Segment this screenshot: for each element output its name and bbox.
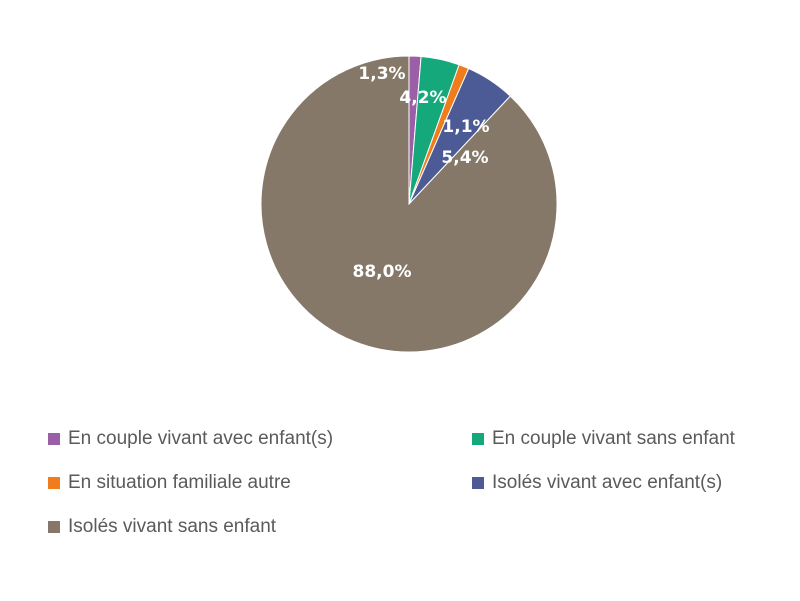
- data-label-couple-sans-enfant: 4,2%: [399, 88, 446, 108]
- legend-item-couple-sans-enfant: En couple vivant sans enfant: [472, 428, 735, 450]
- legend-swatch: [48, 477, 60, 489]
- pie-slice-isoles-sans-enfant: [260, 55, 558, 353]
- data-label-couple-avec-enfants: 1,3%: [358, 64, 405, 84]
- pie-slices: [260, 55, 558, 353]
- legend-swatch: [472, 477, 484, 489]
- legend-item-isoles-avec-enfants: Isolés vivant avec enfant(s): [472, 472, 722, 494]
- pie-labels: 1,3% 4,2% 1,1% 5,4% 88,0%: [353, 64, 490, 282]
- legend-swatch: [48, 521, 60, 533]
- data-label-isoles-sans-enfant: 88,0%: [353, 262, 412, 282]
- legend-label: Isolés vivant avec enfant(s): [492, 472, 723, 493]
- legend-label: En couple vivant sans enfant: [492, 428, 735, 449]
- legend-item-couple-avec-enfants: En couple vivant avec enfant(s): [48, 428, 333, 450]
- data-label-situation-autre: 1,1%: [442, 117, 489, 137]
- legend-label: En situation familiale autre: [68, 472, 291, 493]
- legend-label: Isolés vivant sans enfant: [68, 516, 277, 537]
- legend-swatch: [472, 433, 484, 445]
- data-label-isoles-avec-enfants: 5,4%: [441, 148, 488, 168]
- legend-swatch: [48, 433, 60, 445]
- legend-item-situation-autre: En situation familiale autre: [48, 472, 291, 494]
- legend-label: En couple vivant avec enfant(s): [68, 428, 334, 449]
- legend-item-isoles-sans-enfant: Isolés vivant sans enfant: [48, 516, 276, 538]
